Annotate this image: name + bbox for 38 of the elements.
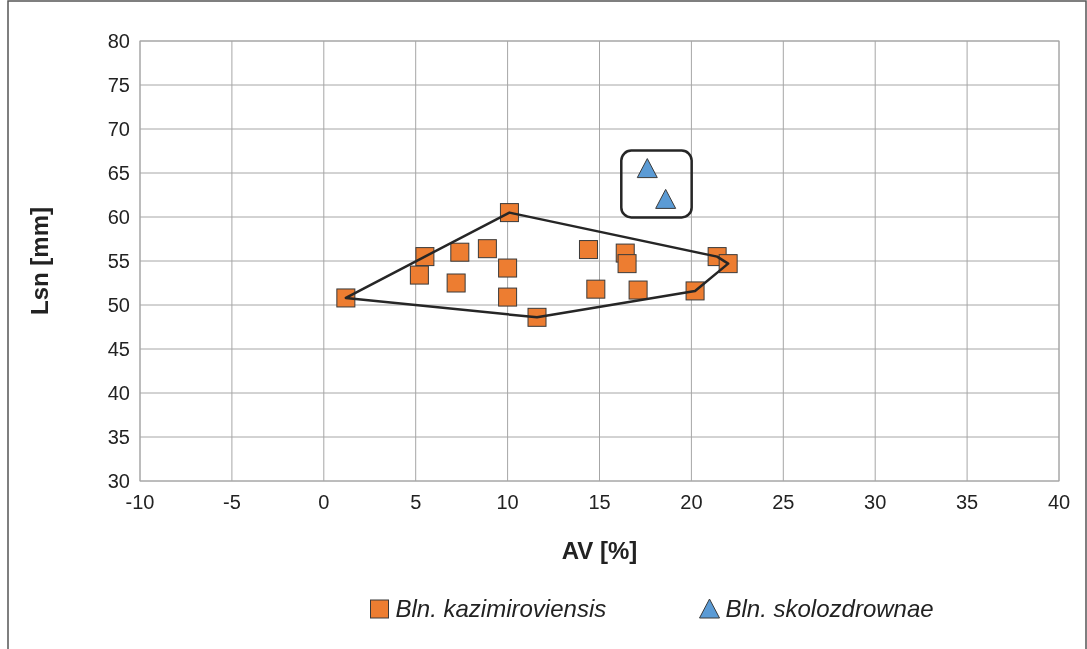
x-tick-label: 5 <box>410 491 422 513</box>
x-tick-label: 10 <box>496 491 519 513</box>
y-axis-title: Lsn [mm] <box>26 207 53 315</box>
point <box>655 188 677 209</box>
y-tick-label: 45 <box>107 338 130 360</box>
y-tick-label: 50 <box>107 294 130 316</box>
point <box>578 240 598 260</box>
y-tick-label: 55 <box>107 250 130 272</box>
x-tick-label: 0 <box>318 491 330 513</box>
point <box>586 279 606 299</box>
x-axis-title: AV [%] <box>561 537 638 564</box>
point <box>450 242 470 262</box>
point <box>498 258 518 278</box>
x-tick-label: 40 <box>1047 491 1071 513</box>
y-tick-label: 40 <box>107 382 130 404</box>
y-tick-label: 75 <box>107 74 130 96</box>
legend-label: Bln. skolozdrownae <box>725 595 934 622</box>
y-tick-label: 70 <box>107 118 130 140</box>
point <box>477 239 497 259</box>
x-tick-label: -5 <box>223 491 241 513</box>
x-tick-label: 35 <box>955 491 979 513</box>
y-tick-label: 30 <box>107 470 130 492</box>
point <box>628 280 648 300</box>
x-tick-label: 15 <box>588 491 611 513</box>
x-tick-label: -10 <box>125 491 155 513</box>
point <box>498 287 518 307</box>
point <box>446 273 466 293</box>
point <box>409 265 429 285</box>
x-tick-label: 20 <box>680 491 703 513</box>
y-tick-label: 65 <box>107 162 130 184</box>
point <box>617 254 637 274</box>
y-tick-label: 80 <box>107 30 130 52</box>
y-tick-label: 35 <box>107 426 130 448</box>
x-tick-label: 25 <box>772 491 795 513</box>
x-tick-label: 30 <box>864 491 887 513</box>
point <box>636 158 658 179</box>
legend-label: Bln. kazimiroviensis <box>395 595 607 622</box>
y-tick-label: 60 <box>107 206 130 228</box>
